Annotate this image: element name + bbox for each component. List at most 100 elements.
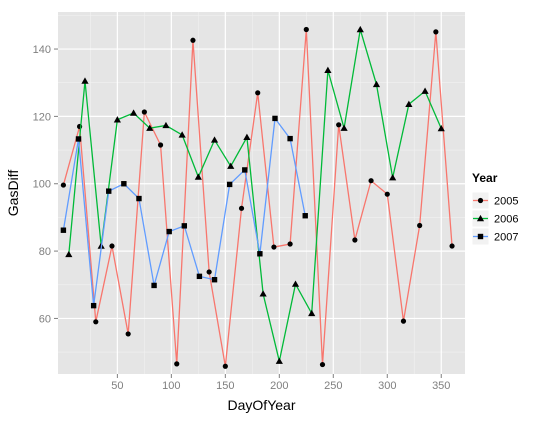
series-2007-point	[257, 251, 263, 257]
y-tick-label: 80	[39, 246, 51, 258]
plot-background	[58, 12, 465, 374]
series-2006-line	[68, 29, 442, 362]
series-2005-point	[174, 361, 180, 367]
series-2006-point	[405, 100, 413, 107]
series-2005-point	[157, 142, 164, 148]
series-2005-point	[141, 109, 147, 115]
series-2006-point	[275, 357, 283, 364]
legend-2007-key-point	[477, 233, 484, 240]
series-2007-point	[196, 273, 203, 280]
legend-2007-label: 2007	[494, 232, 518, 244]
series-2007-point	[121, 181, 127, 187]
y-tick-label: 120	[33, 111, 51, 123]
x-tick-label: 50	[111, 380, 123, 392]
x-tick-label: 300	[378, 380, 396, 392]
series-2007-point	[272, 115, 278, 122]
series-2005-point	[303, 26, 309, 33]
series-2006-point	[291, 280, 300, 287]
y-axis-label: GasDiff	[5, 170, 21, 217]
series-2005-point	[238, 205, 245, 211]
series-2005-point	[417, 222, 423, 229]
series-2007-point	[287, 135, 293, 142]
series-2007-point	[75, 136, 82, 142]
x-tick-label: 250	[324, 380, 342, 392]
series-2007-point	[166, 228, 172, 235]
series-2006-point	[146, 124, 154, 131]
series-2005	[60, 26, 455, 369]
series-2005-point	[206, 269, 212, 275]
series-2007	[60, 115, 308, 309]
series-2005-point	[60, 182, 66, 188]
legend-2007: 2007	[471, 227, 518, 246]
x-tick-label: 200	[270, 380, 288, 392]
series-2007-point	[60, 227, 67, 233]
series-2006-point	[372, 80, 381, 88]
series-2007-point	[242, 167, 248, 173]
series-2005-point	[433, 29, 439, 35]
series-2005-point	[384, 191, 390, 197]
series-2006-point	[178, 131, 186, 138]
y-tick-label: 100	[33, 179, 51, 191]
y-axis-ticks: 60 80 100 120 140	[33, 44, 58, 325]
series-2007-point	[106, 188, 112, 194]
series-2006-point	[210, 136, 219, 143]
series-2007-point	[90, 302, 97, 309]
series-2006-point	[113, 116, 121, 123]
series-2007-point	[226, 181, 233, 188]
series-2005-point	[271, 244, 277, 250]
series-layer	[60, 25, 455, 369]
legend-2006: 2006	[471, 209, 518, 228]
minor-gridlines	[58, 12, 465, 374]
series-2007-point	[211, 277, 218, 283]
x-axis-ticks: 50 100 150 200 250 300 350	[111, 374, 450, 392]
series-2006-point	[437, 124, 445, 132]
series-2006-point	[227, 162, 235, 169]
series-2005-point	[222, 363, 228, 369]
x-tick-label: 100	[162, 380, 180, 392]
series-2005-point	[190, 37, 196, 43]
series-2007-point	[302, 213, 308, 219]
legend-2006-label: 2006	[494, 214, 518, 226]
y-tick-label: 140	[33, 44, 51, 56]
legend-2006-key-point	[476, 214, 485, 222]
series-2006	[65, 25, 445, 364]
series-2005-point	[287, 241, 293, 247]
series-2005-point	[109, 243, 115, 249]
series-2006-point	[194, 173, 202, 180]
series-2006-point	[421, 87, 429, 94]
series-2006-point	[389, 174, 397, 181]
legend-2005-key-point	[477, 197, 484, 204]
legend-title: Year	[472, 171, 498, 185]
x-tick-label: 150	[216, 380, 234, 392]
series-2005-point	[400, 318, 407, 324]
series-2007-point	[151, 282, 157, 289]
x-tick-label: 350	[432, 380, 450, 392]
series-2006-point	[65, 250, 73, 258]
series-2006-point	[162, 121, 170, 129]
series-2007-point	[136, 195, 142, 202]
series-2005-point	[93, 319, 99, 325]
series-2005-point	[352, 237, 358, 243]
legend-2005: 2005	[471, 191, 518, 210]
series-2006-point	[324, 66, 332, 73]
series-2005-point	[449, 243, 455, 249]
legend: Year 2005 2006 2007	[471, 171, 518, 246]
series-2005-point	[319, 361, 326, 368]
y-tick-label: 60	[39, 313, 51, 325]
series-2006-point	[356, 25, 364, 33]
series-2005-point	[336, 122, 342, 128]
series-2006-point	[340, 124, 348, 131]
series-2005-point	[368, 178, 374, 184]
series-2007-point	[181, 223, 188, 229]
series-2006-point	[243, 133, 251, 140]
series-2006-point	[81, 77, 89, 84]
series-2006-point	[308, 309, 316, 317]
x-axis-label: DayOfYear	[228, 397, 296, 413]
series-2006-point	[259, 290, 267, 297]
series-2005-point	[255, 90, 261, 96]
series-2005-point	[125, 331, 131, 337]
legend-2005-label: 2005	[494, 196, 518, 208]
series-2006-point	[129, 109, 138, 116]
